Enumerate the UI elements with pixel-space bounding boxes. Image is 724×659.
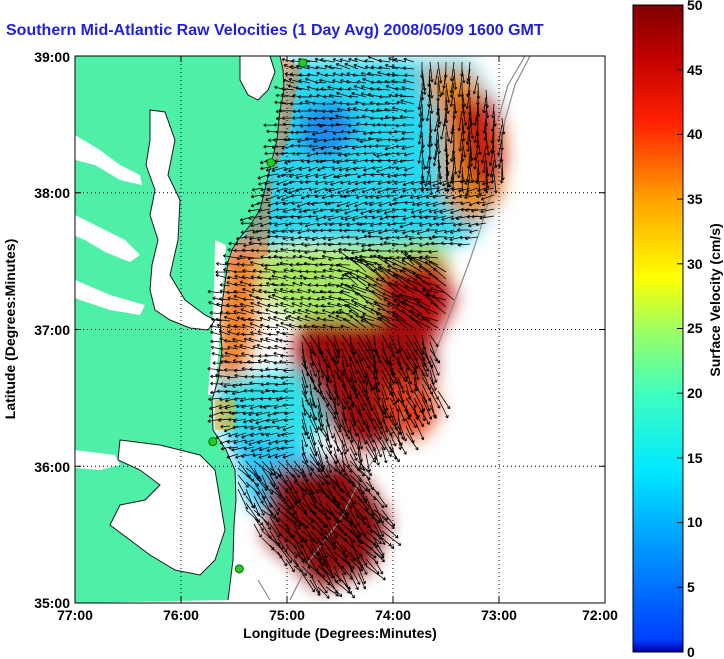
radar-station-marker — [298, 58, 308, 68]
radar-station-marker — [234, 564, 244, 574]
x-tick-label: 75:00 — [269, 607, 305, 623]
y-tick-label: 35:00 — [34, 595, 70, 611]
x-tick-label: 76:00 — [163, 607, 199, 623]
x-axis-label: Longitude (Degrees:Minutes) — [243, 625, 437, 641]
x-tick-label: 77:00 — [57, 607, 93, 623]
x-tick-label: 74:00 — [375, 607, 411, 623]
velocity-vectors — [207, 56, 506, 599]
tick-marks — [75, 56, 605, 603]
bays — [75, 56, 275, 575]
x-tick-label: 73:00 — [481, 607, 517, 623]
y-tick-label: 36:00 — [34, 459, 70, 475]
y-tick-label: 39:00 — [34, 49, 70, 65]
map-title: Southern Mid-Atlantic Raw Velocities (1 … — [6, 22, 544, 39]
bathymetry-contours — [257, 56, 531, 601]
y-tick-label: 38:00 — [34, 185, 70, 201]
radar-station-marker — [266, 158, 276, 168]
x-tick-label: 72:00 — [582, 607, 618, 623]
y-tick-label: 37:00 — [34, 322, 70, 338]
radar-stations — [208, 58, 308, 574]
velocity-arrows — [207, 56, 506, 599]
radar-station-marker — [208, 437, 218, 447]
y-axis-label: Latitude (Degrees:Minutes) — [2, 239, 18, 419]
grid-lines — [75, 56, 605, 603]
